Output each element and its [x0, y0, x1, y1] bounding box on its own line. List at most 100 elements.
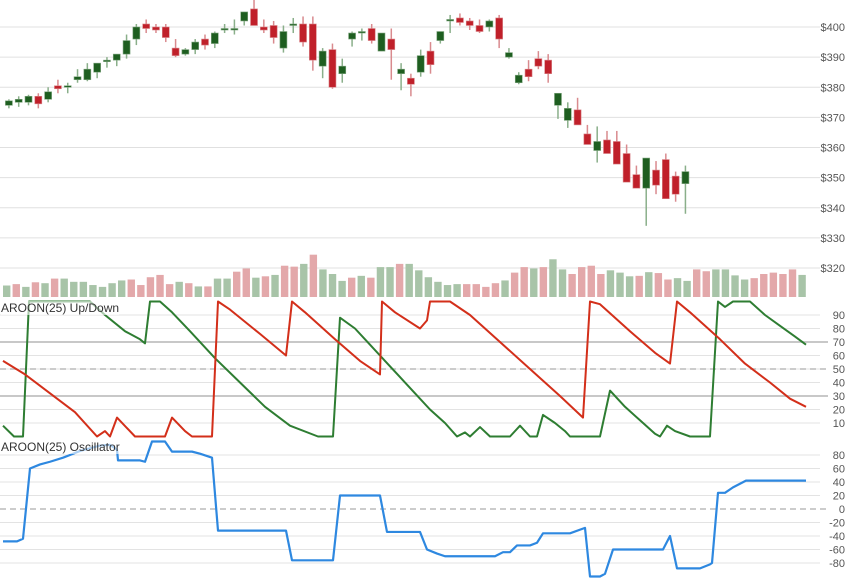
- price-tick-label: $380: [821, 82, 845, 94]
- volume-bar: [578, 267, 586, 297]
- candle-up: [181, 49, 190, 55]
- volume-bar: [625, 276, 634, 297]
- volume-bar: [395, 263, 404, 297]
- candle-down: [475, 25, 484, 32]
- aroon-tick-label: 70: [833, 337, 845, 349]
- candle-up: [436, 31, 445, 41]
- candle-up: [485, 20, 494, 28]
- oscillator-tick-label: -60: [829, 545, 845, 557]
- volume-bar: [185, 283, 193, 297]
- candle-up: [318, 50, 327, 67]
- price-tick-label: $400: [821, 22, 845, 34]
- candle-down: [250, 8, 258, 26]
- candle-down: [34, 95, 43, 105]
- price-tick-label: $360: [821, 143, 845, 155]
- candle-down: [632, 174, 641, 189]
- candle-down: [652, 169, 660, 186]
- candle-down: [171, 47, 180, 56]
- volume-bar: [175, 281, 183, 297]
- volume-bar: [31, 282, 40, 297]
- candle-up: [593, 141, 601, 151]
- volume-bar: [721, 269, 730, 297]
- oscillator-tick-label: 20: [833, 491, 845, 503]
- volume-bar: [693, 269, 701, 297]
- aroon-tick-label: 10: [833, 418, 845, 430]
- volume-bar: [750, 278, 758, 297]
- aroon-tick-label: 60: [833, 351, 845, 363]
- volume-bar: [280, 265, 289, 297]
- volume-bar: [587, 265, 595, 297]
- candle-down: [524, 68, 533, 78]
- volume-bar: [12, 284, 20, 297]
- candle-down: [544, 59, 552, 74]
- price-tick-label: $350: [821, 173, 845, 185]
- volume-bar: [635, 275, 643, 297]
- candle-up: [211, 32, 219, 44]
- oscillator-tick-label: -40: [829, 531, 845, 543]
- volume-bar: [654, 273, 663, 297]
- candle-up: [289, 23, 298, 26]
- candle-down: [387, 38, 396, 50]
- candle-up: [397, 68, 405, 74]
- volume-bar: [645, 272, 653, 297]
- candlesticks: [5, 0, 690, 226]
- candle-up: [554, 92, 562, 106]
- volume-bar: [712, 269, 720, 297]
- candle-down: [328, 49, 337, 88]
- volume-bar: [434, 281, 442, 297]
- volume-bar: [597, 274, 605, 297]
- volume-bar: [376, 267, 385, 297]
- volume-bar: [156, 274, 164, 297]
- candle-down: [201, 38, 209, 46]
- candle-down: [495, 17, 503, 40]
- volume-bar: [501, 280, 509, 297]
- volume-bar: [60, 278, 68, 297]
- volume-bar: [146, 277, 155, 297]
- volume-bar: [769, 272, 778, 297]
- aroon-up-line: [2, 300, 807, 438]
- volume-bar: [22, 286, 30, 297]
- aroon-tick-label: 80: [833, 324, 845, 336]
- volume-bar: [539, 267, 548, 297]
- candle-down: [465, 20, 474, 26]
- candle-down: [622, 153, 631, 183]
- volume-bar: [788, 269, 797, 297]
- volume-bar: [731, 275, 739, 297]
- aroon-tick-label: 40: [833, 378, 845, 390]
- volume-bar: [415, 270, 423, 297]
- volume-bar: [79, 281, 88, 297]
- volume-bar: [348, 277, 356, 297]
- candle-up: [73, 76, 82, 81]
- volume-bar: [443, 285, 452, 297]
- volume-bar: [673, 278, 682, 297]
- candle-up: [416, 55, 425, 73]
- candle-down: [407, 77, 415, 85]
- candle-up: [377, 32, 386, 52]
- aroon-tick-label: 50: [833, 364, 845, 376]
- volume-bar: [568, 274, 576, 297]
- volume-bar: [118, 280, 126, 297]
- candle-up: [191, 41, 199, 50]
- volume-bar: [482, 286, 490, 297]
- volume-bar: [271, 274, 279, 297]
- candle-up: [44, 91, 52, 100]
- candle-down: [299, 23, 307, 43]
- candle-up: [103, 59, 111, 62]
- price-tick-label: $320: [821, 263, 845, 275]
- volume-bar: [683, 280, 691, 297]
- volume-bar: [491, 283, 500, 297]
- volume-bar: [664, 279, 672, 297]
- candle-up: [5, 100, 13, 106]
- volume-bar: [424, 277, 433, 297]
- volume-bar: [252, 277, 260, 297]
- candle-up: [230, 28, 239, 31]
- oscillator-tick-label: 0: [839, 504, 845, 516]
- candle-down: [456, 17, 464, 23]
- volume-bar: [290, 266, 298, 297]
- volume-bar: [165, 284, 174, 297]
- volume-bar: [41, 283, 49, 297]
- volume-bar: [338, 280, 346, 297]
